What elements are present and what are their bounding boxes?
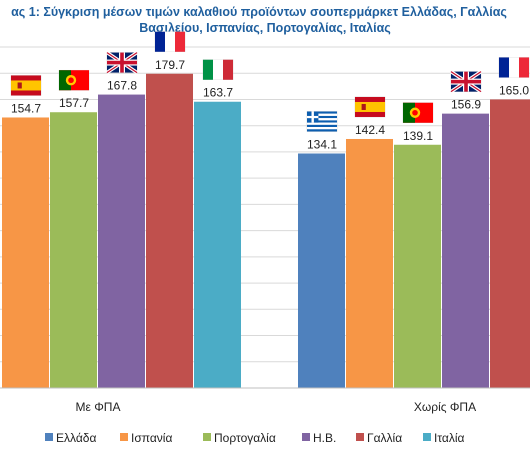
legend-item: Ελλάδα [45,431,96,445]
value-label: 179.7 [155,58,185,72]
value-label: 156.9 [451,98,481,112]
uk-flag-icon [106,51,138,75]
legend: Ελλάδα Ισπανία Πορτογαλία Η.Β. Γαλλία Ιταλία [45,431,465,445]
legend-swatch [356,433,364,441]
value-label: 134.1 [307,137,337,151]
bar [442,113,489,388]
bars [2,73,530,389]
bar [394,144,441,388]
legend-swatch [120,433,128,441]
bar [346,138,393,388]
chart-title: ας 1: Σύγκριση μέσων τιμών καλαθιού προϊ… [0,4,530,36]
legend-label: Ελλάδα [56,431,96,445]
bar [194,101,241,389]
category-label: Με ΦΠΑ [76,400,121,414]
legend-item: Ιταλία [423,431,465,445]
bar [50,112,97,389]
value-label: 165.0 [499,83,529,97]
spain-flag-icon [354,96,386,118]
legend-item: Ισπανία [120,431,172,445]
uk-flag-icon [450,70,482,94]
legend-label: Γαλλία [367,431,402,445]
value-label: 157.7 [59,96,89,110]
value-label: 167.8 [107,79,137,93]
category-label: Χωρίς ΦΠΑ [414,400,476,414]
portugal-flag-icon [402,102,434,124]
legend-label: Ισπανία [131,431,172,445]
greece-flag-icon [306,111,338,132]
value-label: 139.1 [403,129,433,143]
value-label: 163.7 [203,86,233,100]
legend-label: Πορτογαλία [214,431,276,445]
category-labels: Με ΦΠΑ Χωρίς ΦΠΑ [76,400,477,414]
value-label: 154.7 [11,101,41,115]
legend-item: Η.Β. [302,431,336,445]
value-labels: 154.7 157.7 167.8 179.7 163.7 134.1 142.4 139.1… [11,58,529,152]
portugal-flag-icon [58,69,90,91]
bar [490,99,530,388]
legend-swatch [45,433,53,441]
bar [98,94,145,388]
legend-label: Ιταλία [434,431,465,445]
legend-swatch [203,433,211,441]
france-flag-icon [498,57,530,78]
bar [298,153,345,388]
legend-swatch [423,433,431,441]
legend-label: Η.Β. [313,431,336,445]
chart-title-line-1: ας 1: Σύγκριση μέσων τιμών καλαθιού προϊ… [11,5,507,19]
bar [2,117,49,389]
legend-swatch [302,433,310,441]
spain-flag-icon [10,75,42,96]
flags [10,31,530,132]
value-label: 142.4 [355,123,385,137]
bar [146,73,193,389]
france-flag-icon [154,31,186,53]
legend-item: Γαλλία [356,431,402,445]
legend-item: Πορτογαλία [203,431,276,445]
chart-title-line-2: Βασιλείου, Ισπανίας, Πορτογαλίας, Ιταλία… [139,21,391,35]
italy-flag-icon [202,59,234,80]
